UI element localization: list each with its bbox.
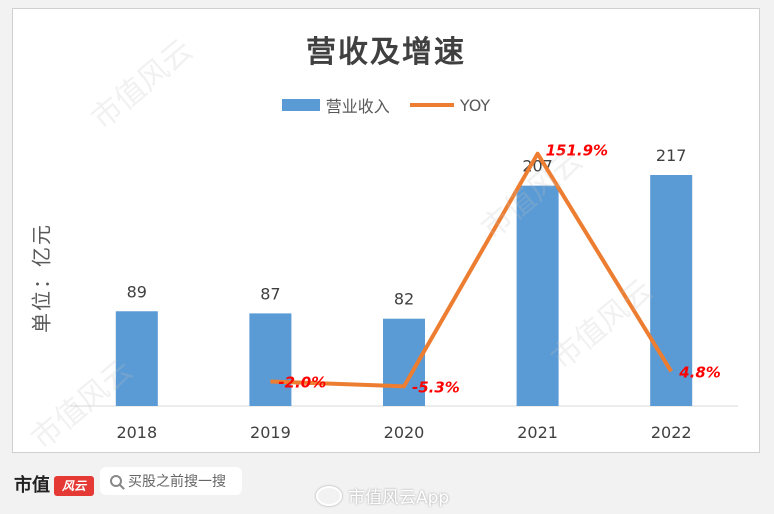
bar-value-label: 217 — [656, 146, 687, 165]
legend-item-yoy: YOY — [409, 95, 491, 115]
yoy-value-label: 151.9% — [546, 142, 608, 160]
bar-value-label: 87 — [260, 284, 280, 303]
x-tick-label: 2018 — [116, 423, 157, 442]
footer: 市值 风云 买股之前搜一搜 市值风云App — [0, 455, 774, 514]
legend-item-revenue: 营业收入 — [281, 93, 390, 117]
x-tick-label: 2019 — [250, 423, 291, 442]
brand-badge: 风云 — [54, 476, 94, 496]
yoy-value-label: -5.3% — [412, 378, 460, 396]
legend-label-revenue: 营业收入 — [325, 97, 390, 116]
bar-2021 — [516, 185, 559, 406]
bar-2019 — [249, 313, 292, 406]
legend-bar-swatch — [281, 99, 320, 111]
bar-value-label: 89 — [127, 282, 147, 301]
x-tick-label: 2020 — [384, 423, 425, 442]
weibo-text: 市值风云App — [348, 488, 450, 508]
weibo-icon — [316, 485, 342, 506]
bar-2022 — [650, 175, 693, 406]
brand-logo: 市值 风云 — [14, 471, 94, 497]
yoy-value-label: -2.0% — [278, 373, 326, 391]
bar-2018 — [115, 311, 158, 406]
bar-value-label: 82 — [394, 290, 414, 309]
chart-title: 营收及增速 — [306, 35, 466, 70]
x-tick-label: 2021 — [517, 423, 558, 442]
weibo-watermark: 市值风云App — [316, 483, 449, 508]
yoy-line — [270, 151, 673, 389]
brand-name: 市值 — [14, 475, 50, 496]
search-placeholder: 买股之前搜一搜 — [128, 474, 226, 490]
search-icon — [110, 475, 122, 487]
legend-line-swatch — [409, 103, 454, 107]
legend: 营业收入 YOY — [13, 93, 759, 117]
yoy-value-label: 4.8% — [678, 363, 721, 381]
legend-label-yoy: YOY — [459, 95, 491, 115]
x-tick-label: 2022 — [651, 423, 692, 442]
search-box[interactable]: 买股之前搜一搜 — [100, 467, 242, 495]
